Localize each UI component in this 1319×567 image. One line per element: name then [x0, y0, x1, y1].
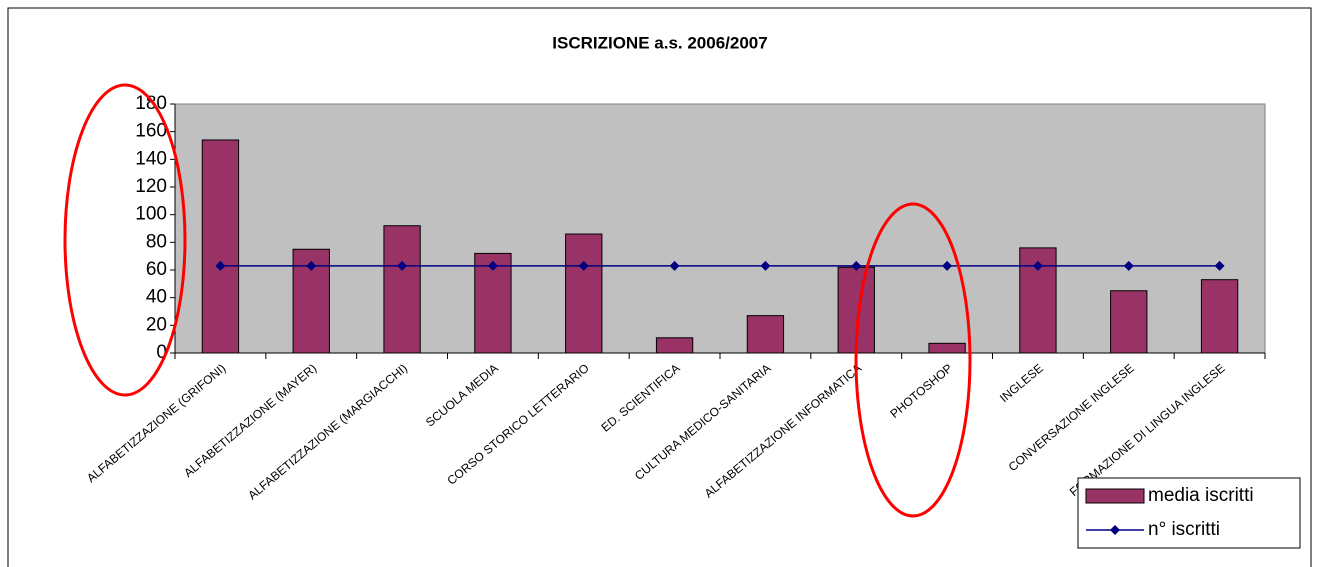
line-marker [1032, 260, 1043, 271]
line-marker [397, 260, 408, 271]
legend-label: media iscritti [1148, 485, 1254, 506]
y-tick-label: 60 [146, 259, 167, 280]
line-marker [851, 260, 862, 271]
y-tick-label: 40 [146, 287, 167, 308]
bar [837, 266, 875, 354]
line-marker [669, 260, 680, 271]
bar [746, 315, 785, 354]
y-tick-label: 180 [135, 93, 167, 114]
y-tick-label: 20 [146, 314, 167, 335]
y-tick-label: 120 [135, 176, 167, 197]
bar [565, 233, 603, 354]
plot-area [174, 103, 1266, 354]
line-marker [215, 260, 226, 271]
line-marker [1214, 260, 1225, 271]
line-marker [306, 260, 317, 271]
chart-title: ISCRIZIONE a.s. 2006/2007 [552, 33, 767, 52]
line-marker [487, 260, 498, 271]
legend-marker [1110, 525, 1120, 535]
y-tick-label: 80 [146, 231, 167, 252]
bar [1110, 290, 1148, 354]
bar [383, 225, 421, 354]
y-tick-label: 100 [135, 204, 167, 225]
line-marker [760, 260, 771, 271]
annotation-ellipse [63, 83, 187, 397]
legend-swatch [1085, 488, 1145, 504]
bar [655, 337, 694, 354]
legend-label: n° iscritti [1148, 519, 1220, 540]
annotation-ellipse [854, 202, 972, 518]
line-marker [942, 260, 953, 271]
line-marker [578, 260, 589, 271]
y-tick-label: 140 [135, 148, 167, 169]
bar [928, 342, 966, 354]
line-marker [1123, 260, 1134, 271]
y-tick-label: 160 [135, 121, 167, 142]
y-tick-label: 0 [156, 342, 167, 363]
bar [1200, 279, 1239, 354]
bar [201, 139, 240, 354]
